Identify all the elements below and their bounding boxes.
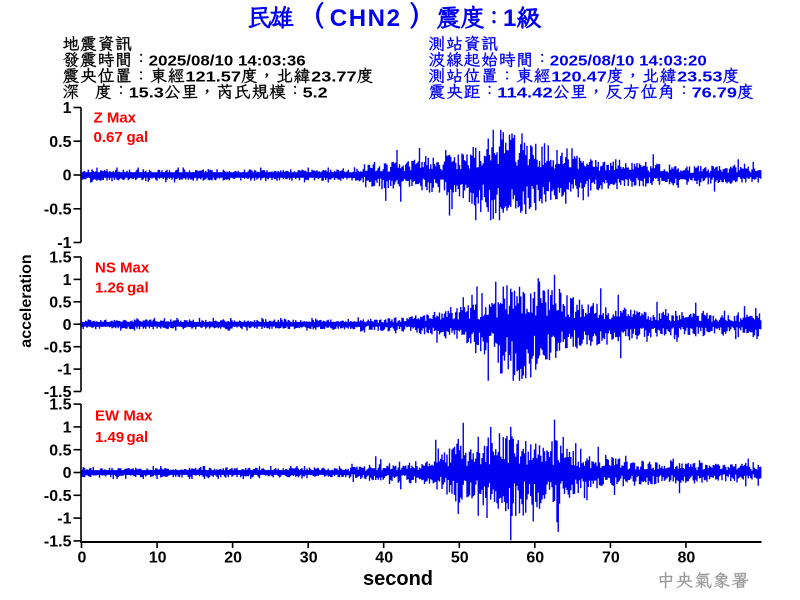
svg-text:1: 1 [503,5,516,32]
svg-text:10: 10 [149,550,167,567]
svg-text:-0.5: -0.5 [44,201,72,218]
svg-text:-1: -1 [57,235,71,252]
svg-text:23.53: 23.53 [677,70,722,86]
svg-text:114.42: 114.42 [497,86,553,102]
svg-text:-1: -1 [57,362,71,379]
svg-text:0: 0 [63,465,72,482]
svg-text:23.77: 23.77 [311,70,356,86]
svg-text:1.5: 1.5 [49,397,71,414]
svg-text:0.5: 0.5 [49,294,71,311]
svg-text:30: 30 [300,550,318,567]
svg-text:-1.5: -1.5 [44,384,72,401]
svg-text:-1.5: -1.5 [44,534,72,551]
svg-text:0: 0 [63,168,72,185]
svg-text:gal: gal [127,429,149,446]
svg-text:1.26: 1.26 [95,280,124,297]
svg-text:second: second [363,568,433,590]
svg-text:70: 70 [602,550,620,567]
svg-text:76.79: 76.79 [692,86,737,102]
svg-text:-1: -1 [57,511,71,528]
svg-text:2025/08/10 14:03:20: 2025/08/10 14:03:20 [550,54,707,70]
svg-text:0.5: 0.5 [49,442,71,459]
svg-text:1.5: 1.5 [49,250,71,267]
svg-text:EW Max: EW Max [95,408,153,425]
svg-text:121.57: 121.57 [185,70,241,86]
svg-text:60: 60 [526,550,544,567]
svg-text:1.49: 1.49 [95,429,124,446]
svg-text:Z Max: Z Max [94,110,137,127]
svg-text:2025/08/10 14:03:36: 2025/08/10 14:03:36 [149,54,306,70]
svg-text:CHN2: CHN2 [330,5,402,32]
svg-text:50: 50 [451,550,469,567]
svg-text:0.67: 0.67 [94,129,123,146]
svg-text:1: 1 [63,100,72,117]
svg-text:1: 1 [63,272,72,289]
svg-text:NS Max: NS Max [95,260,150,277]
svg-text:80: 80 [678,550,696,567]
svg-text:1: 1 [63,420,72,437]
svg-text:gal: gal [127,280,149,297]
svg-text:0.5: 0.5 [49,134,71,151]
svg-text:-0.5: -0.5 [44,339,72,356]
svg-text:-0.5: -0.5 [44,488,72,505]
svg-text:40: 40 [375,550,393,567]
svg-text:120.47: 120.47 [551,70,607,86]
svg-text:gal: gal [127,129,149,146]
svg-text:15.3: 15.3 [129,86,164,102]
svg-text:5.2: 5.2 [303,86,328,102]
svg-text:acceleration: acceleration [18,254,35,347]
svg-text:0: 0 [78,550,87,567]
svg-text:20: 20 [224,550,242,567]
svg-text:0: 0 [63,317,72,334]
